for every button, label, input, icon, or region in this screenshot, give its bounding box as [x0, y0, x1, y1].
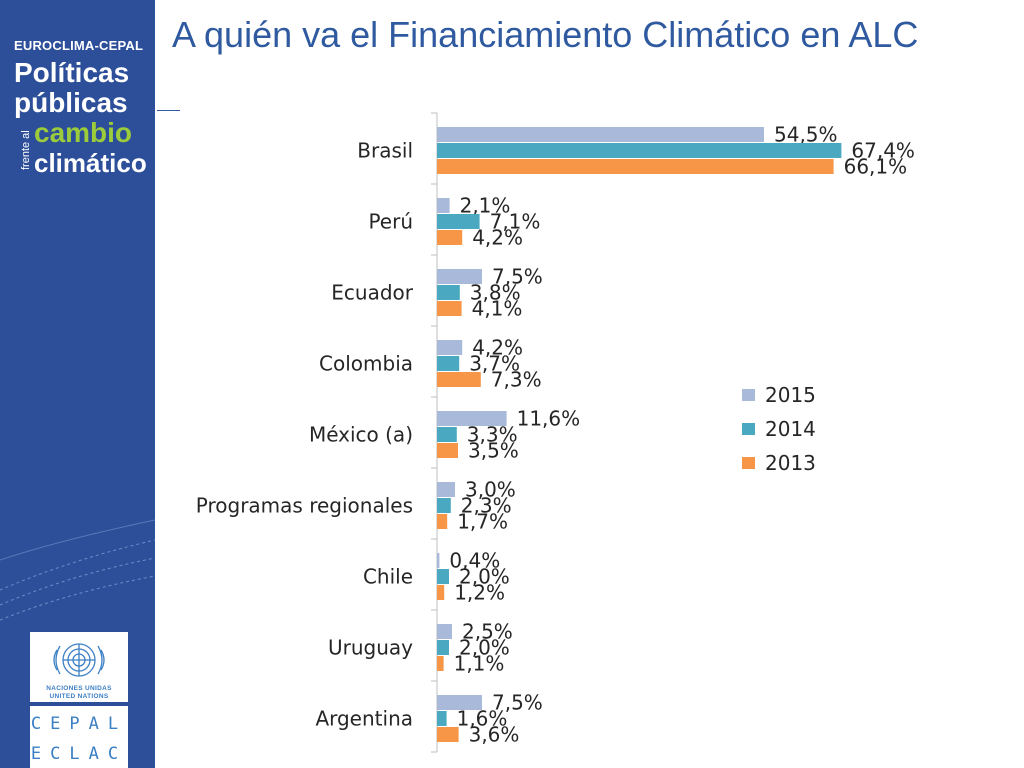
data-label-2014: 3,8% — [470, 281, 521, 305]
data-label-2015: 7,5% — [492, 265, 543, 289]
bar-2013 — [437, 372, 481, 387]
legend-label-2013: 2013 — [765, 451, 816, 475]
category-label: Uruguay — [328, 636, 413, 660]
bar-2013 — [437, 230, 463, 245]
logo-publicas: públicas — [14, 87, 128, 118]
category-label: Colombia — [319, 352, 413, 376]
bar-2013 — [437, 159, 834, 174]
legend-label-2014: 2014 — [765, 417, 816, 441]
bar-2014 — [437, 498, 451, 513]
data-label-2015: 2,1% — [460, 194, 511, 218]
data-label-2014: 2,0% — [459, 565, 510, 589]
bar-2014 — [437, 356, 460, 371]
legend-label-2015: 2015 — [765, 383, 816, 407]
bar-2014 — [437, 569, 449, 584]
bar-2013 — [437, 727, 459, 742]
title-divider — [157, 110, 180, 111]
bar-2014 — [437, 143, 842, 158]
data-label-2015: 7,5% — [492, 691, 543, 715]
category-label: Argentina — [315, 707, 413, 731]
un-emblem-icon — [53, 643, 105, 677]
bar-2013 — [437, 301, 462, 316]
category-label: Chile — [363, 565, 413, 589]
data-label-2014: 2,3% — [461, 494, 512, 518]
legend-swatch-2014 — [742, 423, 755, 435]
org-name: EUROCLIMA-CEPAL — [14, 38, 144, 53]
data-label-2014: 7,1% — [490, 210, 541, 234]
data-label-2015: 2,5% — [462, 620, 513, 644]
bar-2013 — [437, 443, 458, 458]
page-title: A quién va el Financiamiento Climático e… — [172, 14, 919, 55]
bar-2015 — [437, 198, 450, 213]
sidebar: EUROCLIMA-CEPAL Políticas públicas cambi… — [0, 0, 155, 768]
eclac-text: ECLAC — [30, 744, 128, 764]
data-label-2013: 3,6% — [469, 723, 520, 747]
logo-cambio: cambio — [34, 117, 133, 148]
data-label-2014: 67,4% — [851, 139, 915, 163]
decorative-curves — [0, 519, 155, 621]
bar-2014 — [437, 427, 457, 442]
bar-2015 — [437, 624, 452, 639]
data-label-2013: 3,5% — [468, 439, 519, 463]
logo-politicas: Políticas — [14, 57, 130, 88]
data-label-2014: 2,0% — [459, 636, 510, 660]
bar-2015 — [437, 695, 482, 710]
un-name-es: NACIONES UNIDAS — [46, 685, 112, 692]
data-label-2013: 4,1% — [472, 297, 523, 321]
cepal-text: CEPAL — [30, 714, 128, 734]
data-label-2014: 3,7% — [469, 352, 520, 376]
data-label-2014: 3,3% — [467, 423, 518, 447]
category-label: Ecuador — [331, 281, 413, 305]
legend-swatch-2013 — [742, 457, 755, 469]
data-label-2013: 1,1% — [454, 652, 505, 676]
data-label-2015: 0,4% — [449, 549, 500, 573]
data-label-2014: 1,6% — [457, 707, 508, 731]
bar-2014 — [437, 640, 449, 655]
category-label: Programas regionales — [196, 494, 413, 518]
logo-climatico: climático — [34, 148, 147, 178]
bar-2013 — [437, 585, 445, 600]
category-label: Perú — [368, 210, 413, 234]
bar-2014 — [437, 285, 460, 300]
un-name-en: UNITED NATIONS — [49, 693, 109, 700]
data-label-2015: 3,0% — [465, 478, 516, 502]
data-label-2013: 66,1% — [844, 155, 908, 179]
bar-2013 — [437, 514, 448, 529]
data-label-2013: 1,7% — [457, 510, 508, 534]
legend-swatch-2015 — [742, 389, 755, 401]
un-logo: NACIONES UNIDAS UNITED NATIONS — [30, 632, 128, 702]
data-label-2013: 7,3% — [491, 368, 542, 392]
bar-2014 — [437, 711, 447, 726]
data-label-2015: 4,2% — [472, 336, 523, 360]
bar-2015 — [437, 411, 507, 426]
bar-2013 — [437, 656, 444, 671]
cepal-logo: CEPAL ECLAC — [30, 705, 128, 768]
data-label-2013: 1,2% — [454, 581, 505, 605]
bar-2014 — [437, 214, 480, 229]
bar-2015 — [437, 482, 455, 497]
bar-2015 — [437, 127, 764, 142]
category-label: Brasil — [357, 139, 413, 163]
data-label-2015: 54,5% — [774, 123, 838, 147]
bar-2015 — [437, 340, 463, 355]
data-label-2015: 11,6% — [517, 407, 581, 431]
bar-2015 — [437, 269, 482, 284]
data-label-2013: 4,2% — [472, 226, 523, 250]
category-label: México (a) — [309, 423, 413, 447]
bar-2015 — [437, 553, 440, 568]
